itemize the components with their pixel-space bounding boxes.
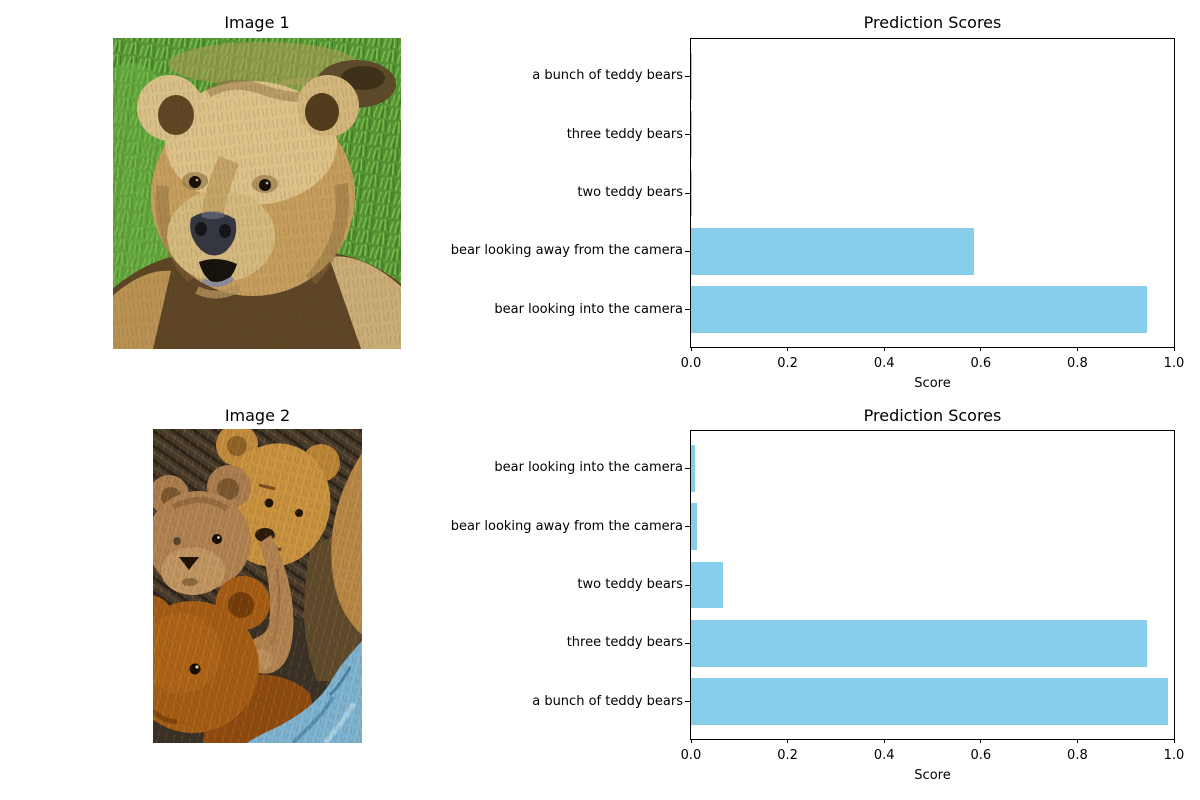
prediction-bar (691, 169, 692, 217)
chart-2-axes: bear looking into the camera bear looking… (451, 430, 1184, 783)
x-tick-label: 0.2 (777, 356, 798, 371)
category-label: two teddy bears (577, 577, 683, 592)
image-1-photo (113, 38, 401, 349)
prediction-bar (691, 503, 697, 550)
x-tick (690, 739, 692, 743)
category-label: bear looking away from the camera (450, 518, 683, 534)
image-2-title: Image 2 (224, 406, 291, 425)
x-tick-label: 0.8 (1067, 356, 1088, 371)
x-tick (1173, 739, 1175, 743)
x-tick (787, 739, 789, 743)
x-tick-label: 0.6 (970, 748, 992, 763)
category-label: three teddy bears (566, 126, 683, 142)
category-label: bear looking away from the camera (450, 243, 683, 259)
x-tick-label: 1.0 (1163, 356, 1185, 371)
x-tick (883, 739, 885, 743)
image-2-photo (153, 429, 362, 743)
prediction-bar (691, 678, 1169, 725)
category-label: two teddy bears (577, 185, 683, 200)
prediction-bar (691, 561, 723, 609)
x-tick-label: 0.4 (873, 356, 895, 371)
x-tick-label: 0.8 (1067, 748, 1088, 763)
y-tick (685, 701, 690, 703)
x-tick (980, 739, 982, 743)
category-label: bear looking into the camera (494, 460, 683, 476)
x-tick-label: 1.0 (1163, 748, 1185, 763)
category-label: a bunch of teddy bears (532, 68, 683, 84)
x-tick (690, 347, 692, 351)
category-label: three teddy bears (566, 635, 683, 651)
y-tick (685, 584, 690, 586)
x-tick-label: 0.6 (970, 356, 992, 371)
category-label: a bunch of teddy bears (532, 693, 683, 709)
x-tick (883, 347, 885, 351)
y-tick (685, 467, 690, 469)
chart-1-title: Prediction Scores (863, 13, 1002, 32)
y-tick (685, 75, 690, 77)
x-tick-label: 0.0 (680, 356, 702, 371)
x-tick-label: 0.2 (777, 748, 798, 763)
x-axis-label: Score (914, 376, 951, 391)
x-tick-label: 0.0 (680, 748, 702, 763)
x-tick (787, 347, 789, 351)
prediction-bar (691, 620, 1148, 667)
image-1-title: Image 1 (224, 13, 290, 32)
prediction-bar (691, 286, 1148, 333)
x-tick (1076, 739, 1078, 743)
prediction-bar (691, 228, 974, 275)
x-tick (1173, 347, 1175, 351)
x-tick (1076, 347, 1078, 351)
x-tick-label: 0.4 (873, 748, 895, 763)
chart-2-title: Prediction Scores (863, 406, 1002, 425)
x-tick (980, 347, 982, 351)
chart-1-axes: a bunch of teddy bears three teddy bears t… (451, 38, 1184, 391)
y-tick (685, 309, 690, 311)
y-tick (685, 250, 690, 252)
y-tick (685, 642, 690, 644)
prediction-bar (691, 445, 695, 492)
x-axis-label: Score (914, 768, 951, 783)
category-label: bear looking into the camera (494, 301, 683, 317)
y-tick (685, 526, 690, 528)
y-tick (685, 134, 690, 136)
y-tick (685, 192, 690, 194)
